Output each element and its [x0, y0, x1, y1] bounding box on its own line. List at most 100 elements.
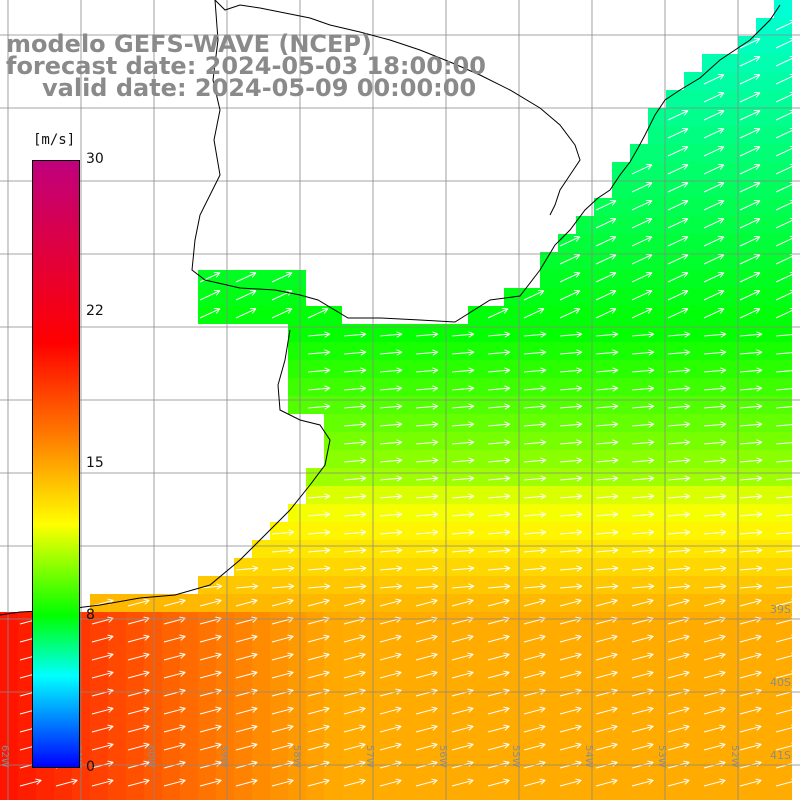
wind-cell: [522, 612, 540, 630]
wind-cell: [648, 414, 666, 432]
wind-cell: [396, 432, 414, 450]
wind-cell: [630, 612, 648, 630]
wind-cell: [378, 666, 396, 684]
wind-cell: [594, 720, 612, 738]
wind-cell: [216, 612, 234, 630]
wind-cell: [378, 342, 396, 360]
wind-cell: [414, 432, 432, 450]
wind-arrow: [451, 403, 475, 410]
wind-cell: [612, 738, 630, 756]
wind-cell: [558, 396, 576, 414]
wind-arrow: [415, 583, 439, 590]
wind-cell: [324, 540, 342, 558]
wind-cell: [90, 720, 108, 738]
wind-arrow: [703, 385, 727, 392]
wind-cell: [648, 180, 666, 198]
wind-cell: [396, 468, 414, 486]
wind-cell: [684, 378, 702, 396]
wind-cell: [630, 540, 648, 558]
wind-arrow: [235, 670, 258, 679]
wind-cell: [738, 666, 756, 684]
wind-arrow: [775, 475, 799, 482]
wind-cell: [504, 792, 522, 800]
wind-cell: [540, 738, 558, 756]
wind-cell: [324, 576, 342, 594]
wind-cell: [360, 414, 378, 432]
wind-arrow: [343, 421, 367, 428]
wind-arrow: [631, 529, 655, 536]
wind-cell: [486, 612, 504, 630]
wind-cell: [756, 666, 774, 684]
wind-cell: [432, 612, 450, 630]
wind-cell: [504, 360, 522, 378]
wind-cell: [450, 738, 468, 756]
wind-arrow: [775, 598, 798, 607]
wind-arrow: [271, 652, 294, 661]
wind-cell: [702, 378, 720, 396]
wind-cell: [756, 108, 774, 126]
wind-arrow: [739, 181, 761, 193]
wind-cell: [756, 702, 774, 720]
wind-arrow: [595, 742, 618, 751]
wind-cell: [630, 504, 648, 522]
wind-arrow: [667, 493, 691, 500]
wind-arrow: [739, 778, 762, 787]
wind-cell: [450, 324, 468, 342]
wind-arrow: [415, 547, 439, 554]
wind-cell: [684, 198, 702, 216]
wind-arrow: [379, 457, 403, 464]
wind-cell: [684, 216, 702, 234]
wind-cell: [414, 522, 432, 540]
wind-cell: [702, 468, 720, 486]
wind-cell: [360, 342, 378, 360]
wind-cell: [198, 648, 216, 666]
wind-cell: [522, 396, 540, 414]
wind-cell: [684, 702, 702, 720]
wind-arrow: [199, 271, 221, 283]
wind-arrow: [631, 331, 655, 338]
wind-cell: [378, 414, 396, 432]
wind-cell: [540, 450, 558, 468]
wind-arrow: [559, 598, 582, 607]
wind-arrow: [775, 331, 799, 338]
wind-arrow: [235, 289, 257, 301]
wind-cell: [342, 486, 360, 504]
wind-cell: [486, 720, 504, 738]
wind-arrow: [775, 145, 797, 157]
wind-cell: [324, 702, 342, 720]
wind-arrow: [487, 565, 511, 572]
wind-arrow: [739, 457, 763, 464]
wind-cell: [252, 558, 270, 576]
wind-arrow: [487, 421, 511, 428]
wind-cell: [252, 738, 270, 756]
wind-cell: [126, 612, 144, 630]
wind-arrow: [739, 271, 761, 283]
wind-cell: [162, 612, 180, 630]
wind-arrow: [307, 493, 331, 500]
wind-cell: [630, 342, 648, 360]
wind-arrow: [739, 565, 763, 572]
wind-cell: [144, 774, 162, 792]
wind-cell: [720, 324, 738, 342]
wind-cell: [720, 630, 738, 648]
wind-cell: [432, 594, 450, 612]
wind-cell: [396, 504, 414, 522]
wind-cell: [270, 522, 288, 540]
wind-cell: [558, 378, 576, 396]
wind-cell: [612, 432, 630, 450]
wind-cell: [774, 522, 792, 540]
wind-cell: [648, 504, 666, 522]
wind-cell: [306, 738, 324, 756]
wind-cell: [468, 666, 486, 684]
wind-cell: [486, 792, 504, 800]
wind-cell: [774, 450, 792, 468]
wind-cell: [576, 396, 594, 414]
wind-arrow: [523, 724, 546, 733]
wind-arrow: [739, 634, 762, 643]
wind-cell: [414, 486, 432, 504]
coastline-south: [0, 329, 331, 616]
wind-cell: [684, 252, 702, 270]
wind-cell: [324, 684, 342, 702]
wind-arrow: [343, 583, 367, 590]
wind-arrow: [631, 307, 653, 319]
